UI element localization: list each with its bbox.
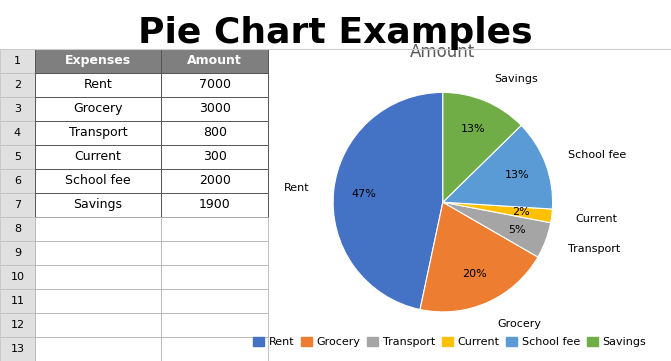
Bar bbox=[161, 73, 268, 97]
Bar bbox=[0, 337, 35, 361]
Text: 1900: 1900 bbox=[199, 198, 231, 212]
Bar bbox=[0, 49, 35, 73]
Text: 20%: 20% bbox=[462, 269, 487, 279]
Text: 47%: 47% bbox=[352, 189, 376, 199]
Bar bbox=[161, 49, 268, 73]
Text: 5: 5 bbox=[14, 152, 21, 162]
Bar bbox=[0, 217, 35, 241]
Wedge shape bbox=[333, 92, 443, 309]
Text: 13%: 13% bbox=[505, 170, 529, 180]
Text: 11: 11 bbox=[11, 296, 24, 306]
Bar bbox=[35, 265, 161, 289]
Text: 6: 6 bbox=[14, 176, 21, 186]
Bar bbox=[0, 145, 35, 169]
Bar bbox=[35, 241, 161, 265]
Bar bbox=[35, 97, 161, 121]
Text: 5%: 5% bbox=[508, 225, 526, 235]
Bar bbox=[35, 73, 161, 97]
Text: Rent: Rent bbox=[284, 183, 310, 193]
Bar bbox=[0, 169, 35, 193]
Bar bbox=[161, 193, 268, 217]
Bar bbox=[0, 265, 35, 289]
Text: 3: 3 bbox=[14, 104, 21, 114]
Text: Current: Current bbox=[576, 214, 618, 224]
Bar bbox=[35, 289, 161, 313]
Wedge shape bbox=[443, 92, 521, 202]
Bar bbox=[35, 145, 161, 169]
Text: School fee: School fee bbox=[568, 151, 627, 161]
Text: 300: 300 bbox=[203, 150, 227, 163]
Text: 2: 2 bbox=[14, 80, 21, 90]
Text: Transport: Transport bbox=[568, 244, 621, 254]
Bar bbox=[0, 193, 35, 217]
Bar bbox=[35, 49, 161, 73]
Bar bbox=[35, 193, 161, 217]
Bar bbox=[161, 265, 268, 289]
Bar bbox=[0, 313, 35, 337]
Wedge shape bbox=[443, 125, 553, 209]
Bar bbox=[161, 289, 268, 313]
Text: Expenses: Expenses bbox=[65, 54, 131, 67]
Text: Savings: Savings bbox=[495, 74, 539, 84]
Bar bbox=[35, 121, 161, 145]
Text: 2%: 2% bbox=[513, 207, 530, 217]
Text: 4: 4 bbox=[14, 128, 21, 138]
Text: 800: 800 bbox=[203, 126, 227, 139]
Text: 7: 7 bbox=[14, 200, 21, 210]
Text: 1: 1 bbox=[14, 56, 21, 66]
Text: Grocery: Grocery bbox=[497, 319, 541, 330]
Bar bbox=[0, 241, 35, 265]
Text: 10: 10 bbox=[11, 272, 24, 282]
Text: 13: 13 bbox=[11, 344, 24, 354]
Bar bbox=[161, 97, 268, 121]
Title: Amount: Amount bbox=[410, 43, 476, 61]
Text: Transport: Transport bbox=[68, 126, 127, 139]
Bar bbox=[161, 217, 268, 241]
Bar bbox=[0, 121, 35, 145]
Text: 8: 8 bbox=[14, 224, 21, 234]
Bar bbox=[35, 337, 161, 361]
Bar bbox=[161, 337, 268, 361]
Text: 9: 9 bbox=[14, 248, 21, 258]
Text: 12: 12 bbox=[10, 320, 25, 330]
Text: Savings: Savings bbox=[73, 198, 123, 212]
Wedge shape bbox=[443, 202, 552, 223]
Bar bbox=[161, 145, 268, 169]
Text: Rent: Rent bbox=[84, 78, 112, 91]
Bar bbox=[161, 241, 268, 265]
Bar bbox=[161, 121, 268, 145]
Text: Grocery: Grocery bbox=[73, 102, 123, 115]
Bar bbox=[35, 217, 161, 241]
Text: Pie Chart Examples: Pie Chart Examples bbox=[138, 16, 533, 50]
Text: 3000: 3000 bbox=[199, 102, 231, 115]
Bar bbox=[35, 313, 161, 337]
Bar bbox=[0, 289, 35, 313]
Text: Amount: Amount bbox=[187, 54, 242, 67]
Text: School fee: School fee bbox=[65, 174, 131, 187]
Bar bbox=[161, 313, 268, 337]
Text: 13%: 13% bbox=[461, 124, 486, 134]
Text: 2000: 2000 bbox=[199, 174, 231, 187]
Bar bbox=[0, 97, 35, 121]
Bar bbox=[161, 169, 268, 193]
Legend: Rent, Grocery, Transport, Current, School fee, Savings: Rent, Grocery, Transport, Current, Schoo… bbox=[249, 332, 650, 352]
Text: 7000: 7000 bbox=[199, 78, 231, 91]
Bar bbox=[0, 73, 35, 97]
Text: Current: Current bbox=[74, 150, 121, 163]
Wedge shape bbox=[443, 202, 551, 257]
Bar bbox=[35, 169, 161, 193]
Wedge shape bbox=[420, 202, 538, 312]
